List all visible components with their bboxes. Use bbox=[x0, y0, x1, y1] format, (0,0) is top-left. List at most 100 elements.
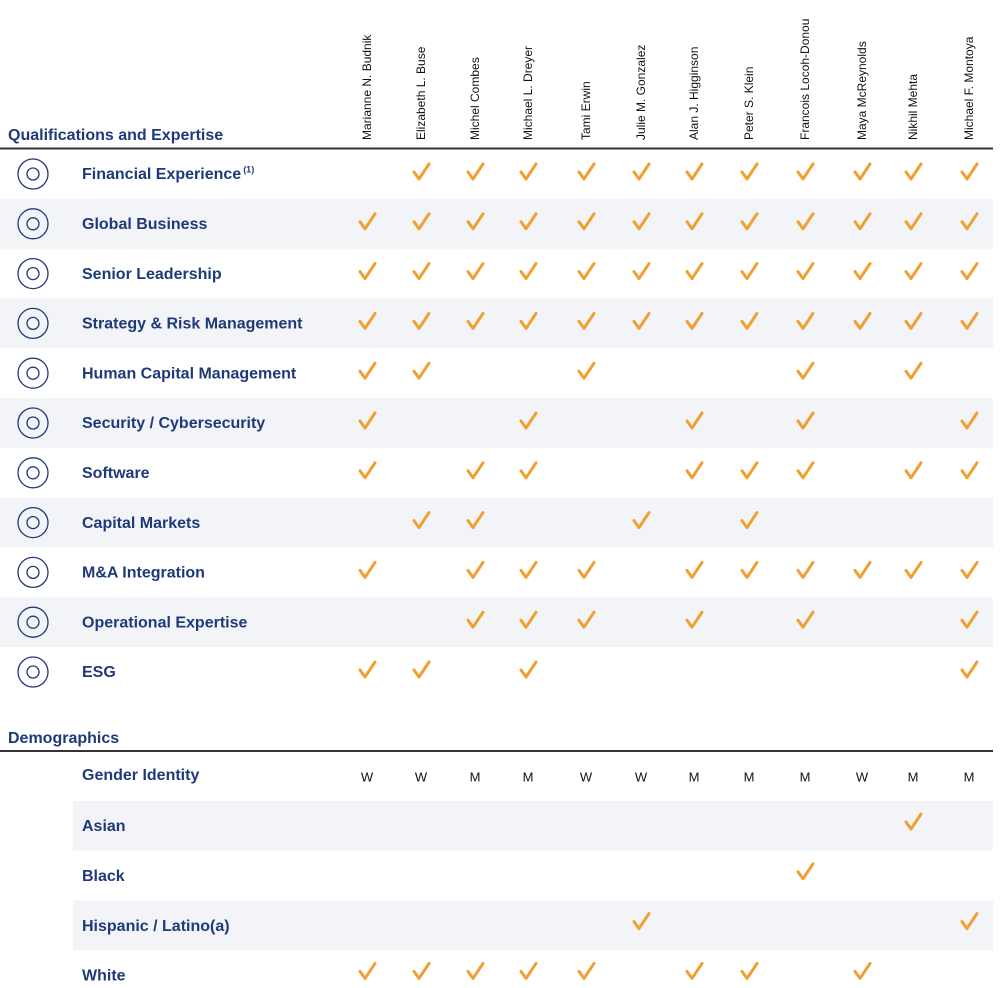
row-band bbox=[0, 497, 993, 548]
check-mark bbox=[904, 262, 923, 281]
director-name: Michel Combes bbox=[468, 57, 482, 140]
icon bbox=[26, 515, 40, 530]
check-mark bbox=[519, 311, 538, 330]
icon bbox=[26, 366, 40, 380]
check-mark bbox=[960, 912, 979, 931]
check-mark bbox=[960, 560, 979, 579]
check-mark bbox=[960, 311, 979, 330]
check-mark bbox=[740, 461, 759, 480]
check-mark bbox=[519, 162, 538, 181]
icon bbox=[17, 158, 49, 190]
check-mark bbox=[853, 212, 872, 231]
check-mark bbox=[632, 162, 651, 181]
check-mark bbox=[519, 461, 538, 480]
check-mark bbox=[685, 961, 704, 980]
check-mark bbox=[960, 411, 979, 430]
icon bbox=[26, 565, 40, 580]
check-mark bbox=[796, 212, 815, 231]
director-name: Maya McReynolds bbox=[855, 41, 869, 140]
check-mark bbox=[632, 212, 651, 231]
check-mark bbox=[740, 212, 759, 231]
check-mark bbox=[685, 311, 704, 330]
check-mark bbox=[853, 262, 872, 281]
row-band bbox=[0, 597, 993, 647]
icon bbox=[17, 208, 49, 240]
check-mark bbox=[412, 162, 431, 181]
check-mark bbox=[519, 411, 538, 430]
check-mark bbox=[466, 262, 485, 281]
icon bbox=[26, 316, 40, 331]
check-mark bbox=[519, 262, 538, 281]
row-label: Capital Markets bbox=[82, 515, 200, 532]
icon bbox=[17, 606, 49, 638]
icon bbox=[17, 357, 49, 389]
check-mark bbox=[960, 461, 979, 480]
row-label: Software bbox=[82, 465, 150, 482]
check-mark bbox=[577, 610, 596, 629]
icon bbox=[17, 656, 49, 688]
icon bbox=[17, 457, 49, 489]
check-mark bbox=[740, 961, 759, 980]
check-mark bbox=[632, 511, 651, 530]
check-mark bbox=[796, 311, 815, 330]
icon bbox=[26, 665, 40, 679]
check-mark bbox=[796, 162, 815, 181]
row-label: ESG bbox=[82, 664, 116, 681]
row-label: Financial Experience bbox=[82, 166, 241, 183]
check-mark bbox=[577, 560, 596, 579]
check-mark bbox=[632, 311, 651, 330]
check-mark bbox=[466, 162, 485, 181]
row-band bbox=[0, 398, 993, 448]
gender-value: W bbox=[635, 769, 648, 784]
check-mark bbox=[904, 560, 923, 579]
footnote-ref: (1) bbox=[243, 164, 254, 174]
check-mark bbox=[960, 660, 979, 679]
icon bbox=[17, 257, 49, 290]
row-label: Hispanic / Latino(a) bbox=[82, 918, 230, 935]
check-mark bbox=[358, 411, 377, 430]
check-mark bbox=[960, 212, 979, 231]
check-mark bbox=[519, 961, 538, 980]
check-mark bbox=[740, 311, 759, 330]
check-mark bbox=[412, 262, 431, 281]
check-mark bbox=[519, 610, 538, 629]
check-mark bbox=[466, 560, 485, 579]
check-mark bbox=[577, 361, 596, 380]
gender-value: W bbox=[580, 769, 593, 784]
check-mark bbox=[960, 262, 979, 281]
row-label: Global Business bbox=[82, 216, 207, 233]
section-title: Demographics bbox=[8, 730, 119, 747]
check-mark bbox=[904, 212, 923, 231]
row-label: Asian bbox=[82, 818, 126, 835]
gender-value: M bbox=[908, 769, 919, 784]
check-mark bbox=[853, 961, 872, 980]
check-mark bbox=[519, 560, 538, 579]
check-mark bbox=[685, 560, 704, 579]
director-name: Nikhil Mehta bbox=[906, 74, 920, 140]
check-mark bbox=[685, 610, 704, 629]
row-backgrounds bbox=[0, 198, 993, 951]
check-mark bbox=[466, 511, 485, 530]
check-mark bbox=[685, 162, 704, 181]
check-mark bbox=[519, 660, 538, 679]
check-mark bbox=[740, 162, 759, 181]
check-mark bbox=[577, 311, 596, 330]
director-name: Tami Erwin bbox=[579, 81, 593, 140]
icon bbox=[26, 167, 40, 181]
check-mark bbox=[358, 212, 377, 231]
row-label: M&A Integration bbox=[82, 565, 205, 582]
director-name: Peter S. Klein bbox=[742, 67, 756, 140]
check-mark bbox=[960, 162, 979, 181]
gender-value: W bbox=[415, 769, 428, 784]
check-mark bbox=[960, 610, 979, 629]
check-mark bbox=[796, 411, 815, 430]
check-mark bbox=[358, 311, 377, 330]
check-mark bbox=[466, 311, 485, 330]
icon bbox=[17, 506, 49, 539]
row-label: Gender Identity bbox=[82, 767, 199, 784]
check-mark bbox=[853, 162, 872, 181]
check-mark bbox=[577, 212, 596, 231]
gender-value: M bbox=[800, 769, 811, 784]
check-mark bbox=[904, 162, 923, 181]
check-mark bbox=[412, 212, 431, 231]
